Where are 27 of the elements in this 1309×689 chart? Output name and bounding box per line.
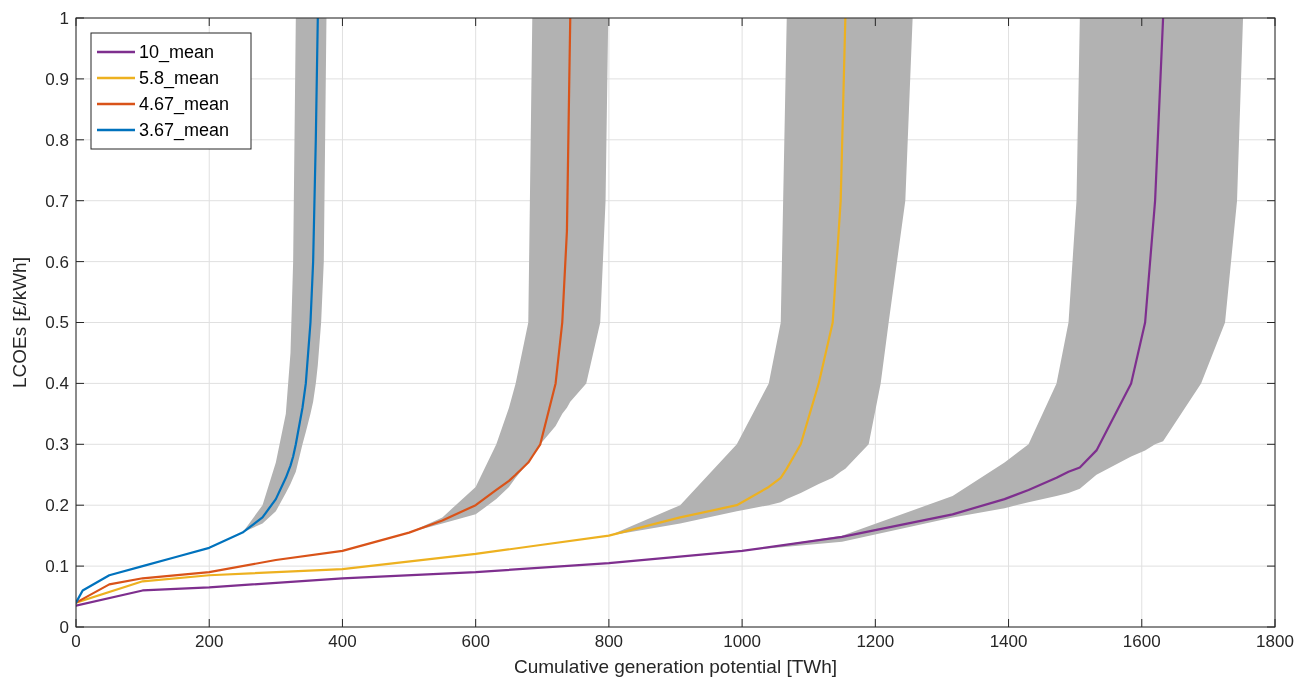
legend-label: 5.8_mean: [139, 68, 220, 90]
y-tick-label: 0.2: [45, 496, 69, 516]
x-tick-label: 1600: [1122, 632, 1161, 651]
x-tick-label: 200: [195, 632, 224, 651]
y-tick-label: 0.3: [45, 435, 69, 455]
y-axis-title: LCOEs [£/kWh]: [9, 257, 30, 388]
y-tick-label: 1: [59, 8, 69, 28]
x-tick-label: 400: [328, 632, 357, 651]
y-tick-label: 0.1: [45, 557, 69, 577]
x-tick-label: 0: [71, 632, 81, 651]
legend-label: 3.67_mean: [139, 120, 230, 142]
y-tick-label: 0.9: [45, 69, 69, 89]
y-tick-label: 0.7: [45, 191, 69, 211]
y-tick-label: 0: [59, 617, 69, 637]
legend-label: 10_mean: [139, 42, 215, 64]
x-tick-label: 1800: [1256, 632, 1294, 651]
x-tick-label: 1000: [723, 632, 762, 651]
y-tick-label: 0.5: [45, 313, 69, 333]
x-tick-label: 800: [594, 632, 624, 651]
x-tick-label: 1200: [856, 632, 895, 651]
x-tick-label: 1400: [989, 632, 1028, 651]
legend-label: 4.67_mean: [139, 94, 230, 116]
y-tick-label: 0.4: [45, 374, 69, 394]
y-tick-label: 0.6: [45, 252, 69, 272]
x-tick-label: 600: [461, 632, 490, 651]
y-tick-label: 0.8: [45, 130, 69, 150]
x-axis-title: Cumulative generation potential [TWh]: [513, 656, 838, 677]
